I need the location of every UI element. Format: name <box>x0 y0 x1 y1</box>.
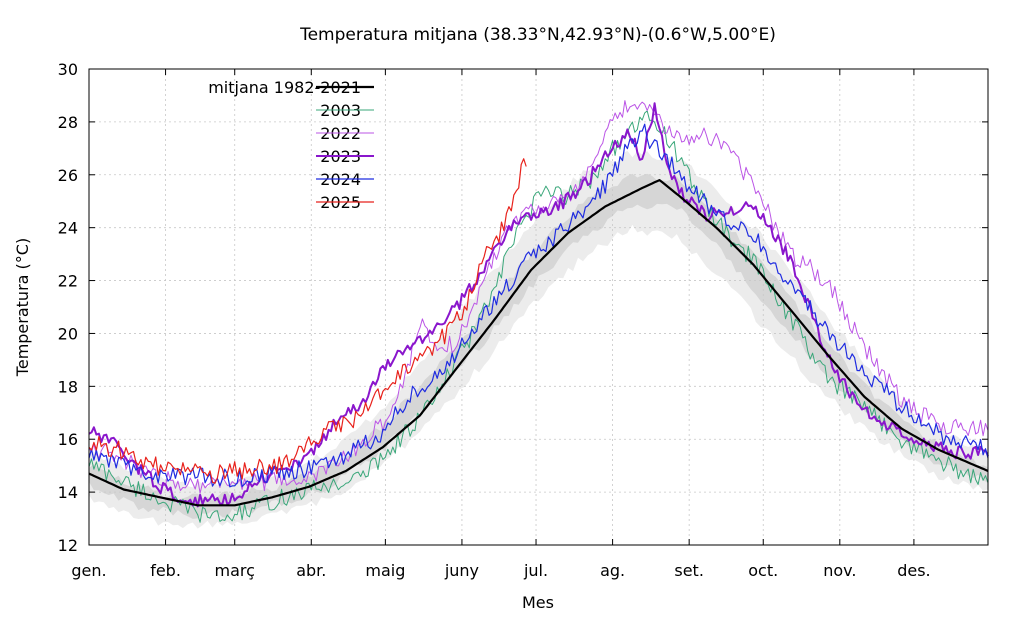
y-tick-label: 22 <box>58 272 78 291</box>
y-axis-ticks: 12 14 16 18 20 22 24 26 28 30 <box>58 60 988 555</box>
series-line-2024 <box>88 123 989 488</box>
x-tick-label: abr. <box>296 561 326 580</box>
x-tick-label: jul. <box>523 561 548 580</box>
y-tick-label: 16 <box>58 430 78 449</box>
x-tick-label: des. <box>897 561 930 580</box>
x-tick-label: juny <box>444 561 479 580</box>
x-tick-label: feb. <box>150 561 181 580</box>
series-lines <box>88 100 989 523</box>
chart-title: Temperatura mitjana (38.33°N,42.93°N)-(0… <box>299 25 776 45</box>
x-axis-ticks: gen. feb. març abr. maig juny jul. ag. set. oct. n… <box>71 69 931 580</box>
x-axis-title: Mes <box>522 593 554 612</box>
grid-lines <box>89 69 988 545</box>
x-tick-label: maig <box>365 561 405 580</box>
x-tick-label: nov. <box>823 561 856 580</box>
plot-frame <box>88 68 989 546</box>
y-tick-label: 26 <box>58 166 78 185</box>
series-line-2023 <box>88 102 989 508</box>
y-tick-label: 12 <box>58 536 78 555</box>
series-line-mean <box>88 179 989 507</box>
y-tick-label: 30 <box>58 60 78 79</box>
y-tick-label: 14 <box>58 483 78 502</box>
series-line-2025 <box>88 158 527 484</box>
x-tick-label: març <box>215 561 255 580</box>
series-line-2022 <box>88 100 989 494</box>
x-tick-label: set. <box>674 561 704 580</box>
x-tick-label: oct. <box>748 561 778 580</box>
y-tick-label: 28 <box>58 113 78 132</box>
y-axis-title: Temperatura (°C) <box>13 238 32 377</box>
band-inner <box>89 173 988 519</box>
x-tick-label: ag. <box>600 561 625 580</box>
series-line-2003 <box>88 110 989 523</box>
legend-label: mitjana 1982-2021 <box>208 78 361 97</box>
y-tick-label: 24 <box>58 219 78 238</box>
y-tick-label: 20 <box>58 324 78 343</box>
y-tick-label: 18 <box>58 377 78 396</box>
x-tick-label: gen. <box>71 561 106 580</box>
